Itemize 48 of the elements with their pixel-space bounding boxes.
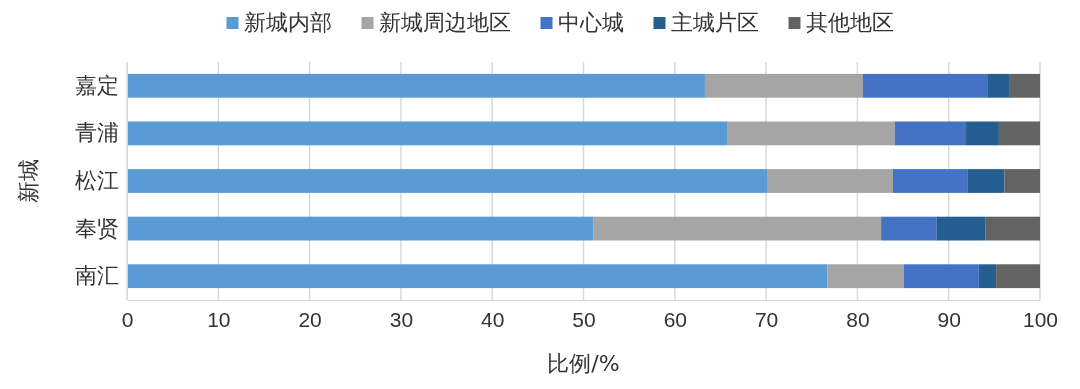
x-tick-label: 70 [754,307,779,331]
bar [127,264,828,289]
bar [985,216,1040,241]
bar [966,121,999,146]
bar [767,169,894,193]
bar [1009,73,1040,98]
bar [127,216,594,241]
y-tick-label: 嘉定 [75,72,119,98]
bar [727,121,895,146]
bar [967,169,1005,193]
bar [1004,169,1040,193]
bar [936,216,986,241]
bar [827,264,904,289]
bar [978,264,997,289]
x-tick-label: 60 [663,307,687,331]
bar [127,121,728,146]
bar [894,121,967,146]
legend-label: 中心城 [557,10,624,35]
bar [998,121,1040,146]
bar [593,216,882,241]
bar [127,73,705,98]
bar [127,169,768,193]
y-tick-label: 青浦 [75,120,119,146]
x-axis-title: 比例/% [547,351,620,376]
bar [903,264,979,289]
bar [893,169,968,193]
x-tick-label: 90 [937,307,961,331]
bar [881,216,937,241]
x-tick-label: 80 [846,307,870,331]
x-tick-label: 20 [298,307,322,331]
y-tick-label: 松江 [75,168,119,194]
x-tick-label: 10 [207,307,231,331]
legend-label: 新城内部 [243,10,332,35]
bar [704,73,863,98]
x-tick-label: 50 [572,307,596,331]
x-tick-label: 40 [481,307,505,331]
legend-label: 其他地区 [805,10,894,35]
y-axis-title: 新城 [16,159,41,203]
y-tick-label: 南汇 [75,263,119,289]
bar [987,73,1010,98]
bar [862,73,988,98]
x-tick-label: 30 [389,307,414,331]
legend-label: 主城片区 [670,10,759,35]
y-tick-label: 奉贤 [75,215,119,241]
bar [996,264,1040,289]
x-tick-label: 0 [121,307,134,331]
legend-label: 新城周边地区 [378,10,511,35]
x-tick-label: 100 [1022,307,1059,331]
